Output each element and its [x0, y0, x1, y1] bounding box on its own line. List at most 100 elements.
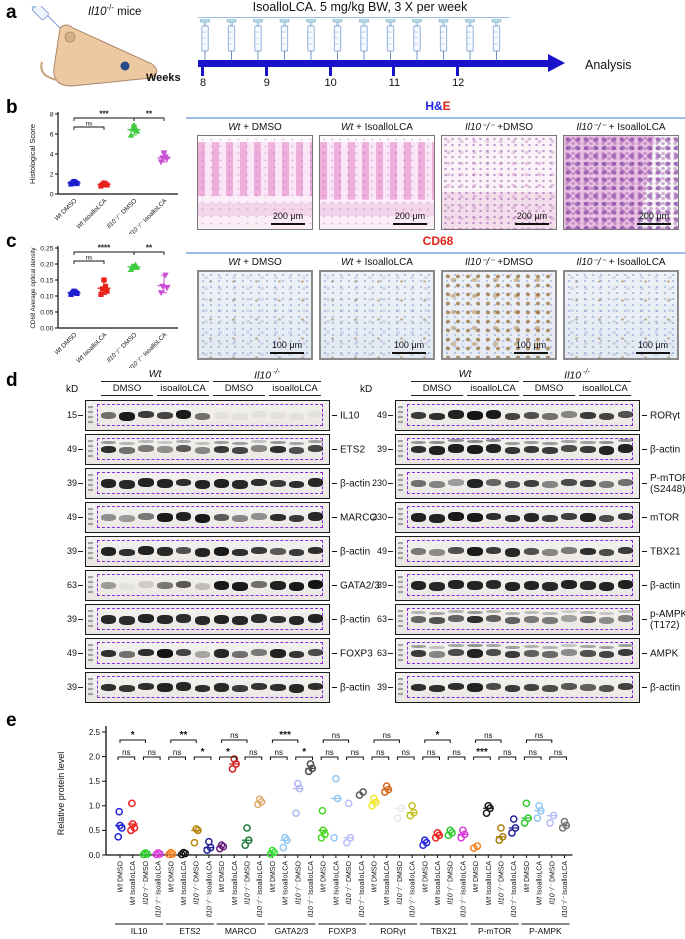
- mice-genotype-label: Il10-/- mice: [88, 3, 141, 18]
- blot-treatment-underline: [157, 395, 209, 397]
- protein-band: [429, 582, 445, 591]
- protein-label: p-AMPK (T172): [650, 609, 685, 631]
- syringe-icon: [385, 19, 396, 60]
- protein-band: [467, 445, 483, 454]
- protein-band: [523, 684, 540, 691]
- protein-band: [410, 581, 427, 590]
- week-tick-mark: [264, 67, 268, 76]
- he-image-row: Wt + DMSO 200 μm Wt + IsoalloLCA 200 μm Il10…: [197, 122, 679, 230]
- condition-genotype: Wt: [341, 257, 354, 268]
- ladder-lane: [88, 474, 93, 493]
- blot-genotype-underline: [213, 380, 321, 382]
- blot-treatment-underline: [411, 395, 463, 397]
- svg-text:Wt DMSO: Wt DMSO: [422, 860, 429, 892]
- condition-treatment: +DMSO: [494, 122, 534, 133]
- blot-treatment-header: isoalloLCA: [582, 383, 628, 394]
- protein-band: [429, 413, 445, 420]
- protein-label: TBX21: [650, 546, 681, 557]
- kd-marker-dash: [388, 653, 393, 655]
- condition-label: Wt + DMSO: [197, 257, 313, 270]
- blot-treatment-header: DMSO: [224, 383, 254, 394]
- condition-genotype: Wt: [228, 257, 241, 268]
- protein-name: β-actin: [340, 614, 371, 625]
- blot-treatment-underline: [101, 395, 153, 397]
- protein-band: [448, 410, 464, 419]
- svg-text:ns: ns: [529, 748, 537, 757]
- condition-genotype: Il10⁻/⁻: [576, 122, 606, 133]
- protein-band: [307, 547, 324, 554]
- protein-band: [448, 615, 464, 622]
- protein-band: [175, 479, 192, 486]
- svg-text:0.05: 0.05: [40, 309, 53, 316]
- tissue-micrograph: 200 μm: [197, 135, 313, 230]
- protein-label: ETS2: [340, 444, 365, 455]
- svg-text:ETS2: ETS2: [179, 926, 201, 936]
- protein-label-dash: [332, 449, 337, 451]
- protein-band: [213, 649, 230, 658]
- protein-band: [410, 412, 427, 419]
- panel-e-label: e: [6, 710, 17, 731]
- scale-bar: 200 μm: [271, 211, 305, 225]
- protein-band: [157, 615, 173, 624]
- svg-text:Wt DMSO: Wt DMSO: [168, 860, 175, 892]
- mouse-illustration: [28, 6, 158, 87]
- dosing-underline: [198, 17, 510, 19]
- svg-text:ns: ns: [376, 748, 384, 757]
- protein-band: [467, 513, 483, 522]
- protein-band: [288, 651, 305, 658]
- protein-band-doublet: [485, 610, 502, 613]
- svg-text:P-mTOR: P-mTOR: [478, 926, 511, 936]
- protein-band: [175, 682, 192, 691]
- protein-band: [580, 650, 596, 657]
- tissue-micrograph: 100 μm: [319, 270, 435, 360]
- blot-genotype-header: Il10 -/-: [222, 368, 312, 382]
- protein-band: [194, 413, 211, 420]
- svg-text:Il10⁻/⁻ DMSO: Il10⁻/⁻ DMSO: [346, 860, 353, 904]
- protein-band: [251, 581, 267, 588]
- ladder-lane: [398, 644, 403, 663]
- protein-band: [448, 512, 464, 521]
- protein-band-doublet: [542, 646, 558, 649]
- protein-band: [429, 446, 445, 455]
- protein-band: [288, 515, 305, 522]
- condition-treatment: + IsoalloLCA: [605, 122, 666, 133]
- protein-band-doublet: [194, 442, 211, 445]
- condition-treatment: + IsoalloLCA: [353, 122, 413, 133]
- protein-band-doublet: [429, 646, 445, 649]
- blot-row: 49 ETS2: [67, 434, 365, 465]
- condition-genotype: Wt: [228, 122, 241, 133]
- protein-band: [410, 684, 427, 691]
- protein-band: [119, 685, 135, 692]
- tissue-image-cell: Il10⁻/⁻ + IsoalloLCA 100 μm: [563, 257, 679, 360]
- protein-band: [410, 513, 427, 522]
- scale-bar-text: 200 μm: [516, 210, 548, 221]
- kd-marker-dash: [388, 415, 393, 417]
- svg-text:Wt DMSO: Wt DMSO: [321, 860, 328, 892]
- kd-label-right: kD: [360, 384, 373, 395]
- protein-label: GATA2/3: [340, 580, 380, 591]
- protein-band-doublet: [467, 611, 483, 614]
- tissue-micrograph: 100 μm: [441, 270, 557, 360]
- svg-text:Il10⁻/⁻ DMSO: Il10⁻/⁻ DMSO: [194, 860, 201, 904]
- svg-text:Il10⁻/⁻ DMSO: Il10⁻/⁻ DMSO: [448, 860, 455, 904]
- he-title: H&E: [197, 99, 679, 113]
- protein-name: GATA2/3: [340, 580, 380, 591]
- protein-band: [307, 478, 324, 487]
- blot-row: 49 FOXP3: [67, 638, 373, 669]
- protein-label: β-actin: [650, 580, 680, 591]
- protein-band: [580, 513, 596, 522]
- protein-band-doublet: [617, 439, 634, 442]
- blot-row: 39 β-actin: [67, 468, 370, 499]
- scale-bar-text: 100 μm: [637, 339, 669, 350]
- protein-band: [598, 481, 615, 488]
- svg-text:Wt IsoalloLCA: Wt IsoalloLCA: [537, 861, 544, 906]
- protein-name: MARCO: [340, 512, 378, 523]
- genotype-name: Wt: [148, 368, 162, 380]
- protein-band: [138, 614, 154, 623]
- svg-text:ns: ns: [173, 748, 181, 757]
- protein-band: [288, 582, 305, 591]
- protein-band-doublet: [504, 442, 521, 445]
- protein-name: TBX21: [650, 546, 681, 557]
- condition-genotype: Wt: [341, 122, 354, 133]
